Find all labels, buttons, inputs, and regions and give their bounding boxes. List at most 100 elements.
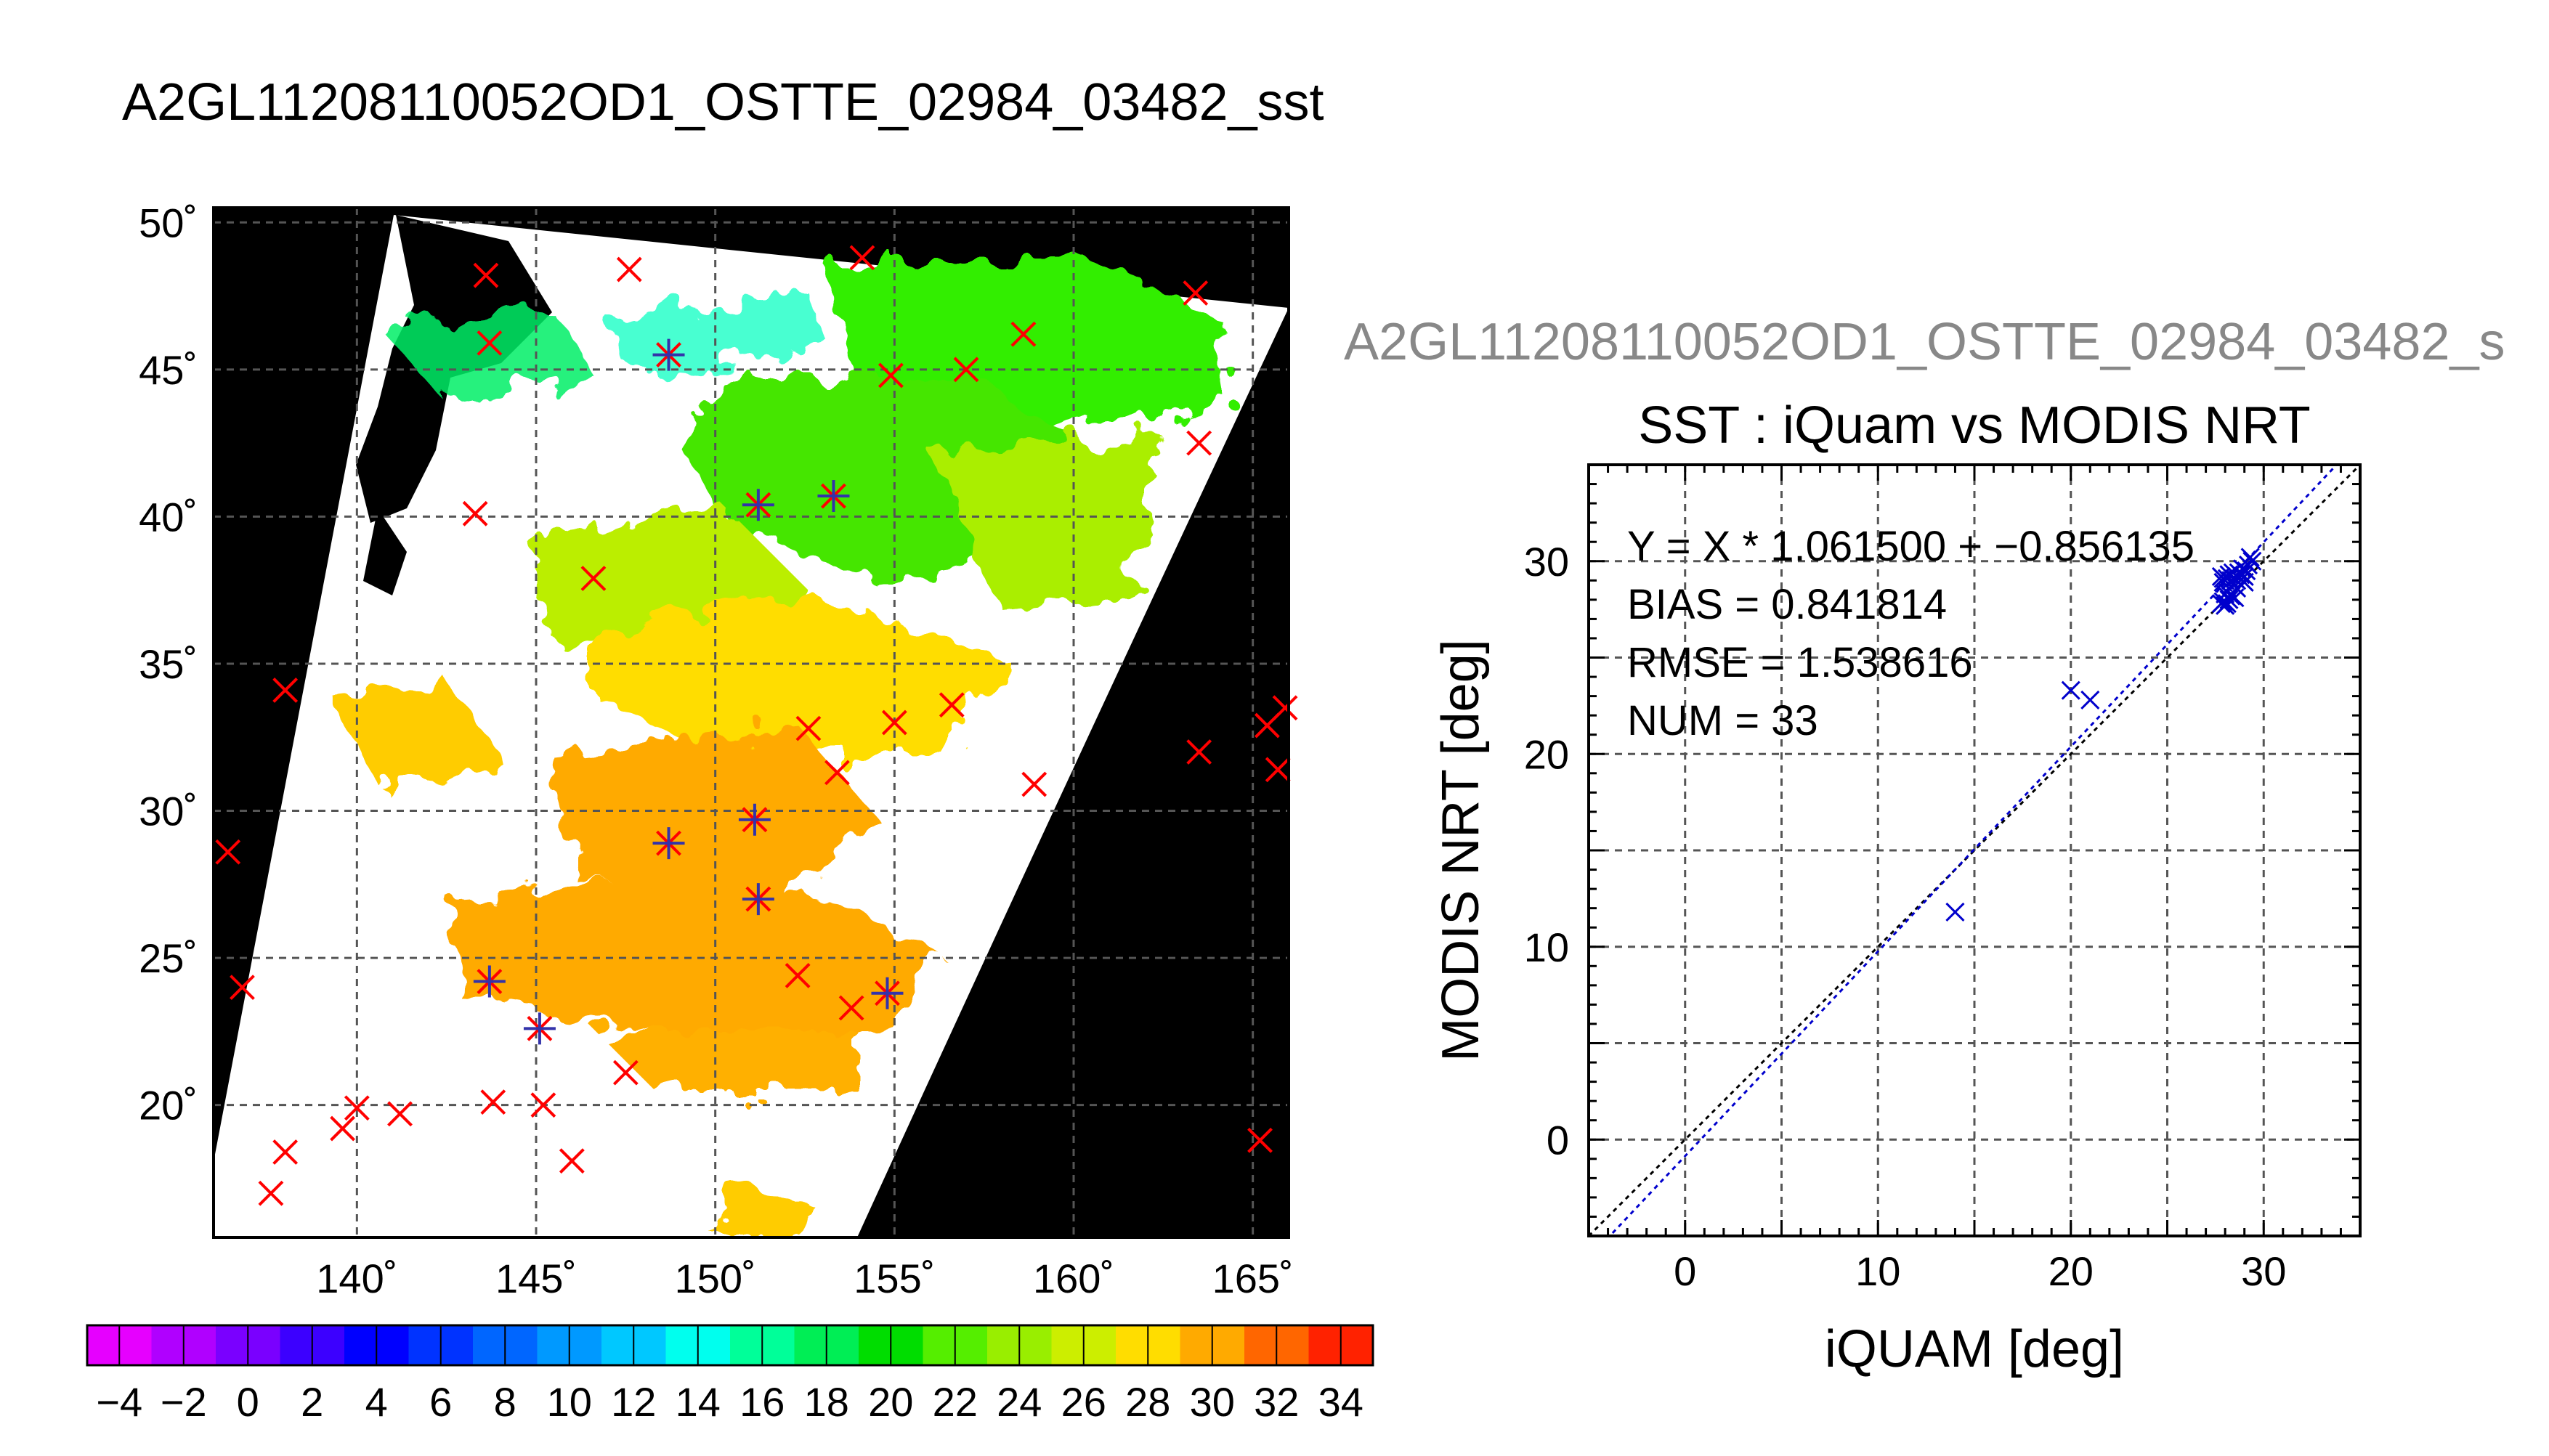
x-tick-label: 20 <box>2048 1248 2094 1294</box>
marker-stroke <box>878 362 904 389</box>
match-marker <box>785 963 811 988</box>
match-marker <box>272 678 299 703</box>
marker-stroke <box>1183 280 1209 306</box>
colorbar-label: 0 <box>237 1379 259 1425</box>
x-tick-label: 10 <box>1855 1248 1900 1294</box>
point-stroke <box>1945 902 1965 922</box>
marker-stroke <box>1186 739 1212 765</box>
y-axis-label: MODIS NRT [deg] <box>1432 639 1490 1062</box>
marker-stroke <box>939 692 965 718</box>
point-stroke <box>2061 680 2080 700</box>
match-marker <box>258 1180 284 1206</box>
y-tick-label: 20 <box>1524 731 1569 777</box>
y-tick-label: 10 <box>1524 924 1569 970</box>
point-stroke <box>2231 565 2250 585</box>
lon-tick-label: 140˚ <box>316 1256 397 1301</box>
match-marker <box>530 1092 556 1118</box>
match-marker <box>230 975 255 1001</box>
marker-stroke <box>838 995 864 1021</box>
colorbar-label: 20 <box>868 1379 913 1425</box>
colorbar-label: 26 <box>1061 1379 1106 1425</box>
colorbar-label: 30 <box>1190 1379 1235 1425</box>
scatter-point <box>2211 594 2231 614</box>
colorbar-label: 32 <box>1254 1379 1299 1425</box>
match-marker <box>953 357 979 383</box>
marker-stroke <box>1247 1127 1273 1153</box>
marker-stroke <box>824 760 850 786</box>
scatter-point <box>2213 569 2233 588</box>
match-marker <box>878 362 904 389</box>
match-marker <box>580 566 607 591</box>
match-marker <box>795 715 822 741</box>
marker-stroke <box>387 1101 413 1127</box>
colorbar-label: −4 <box>96 1379 142 1425</box>
scatter-point <box>2080 690 2100 709</box>
sst-map: 140˚ 145˚ 150˚ 155˚ 160˚ 165˚ 50˚ 45˚ 40˚ 35˚ 30˚… <box>139 200 1298 1301</box>
point-stroke <box>2211 594 2231 614</box>
y-tick-label: 0 <box>1547 1117 1569 1163</box>
stat-annotation: Y = X * 1.061500 + −0.856135 <box>1627 523 2195 570</box>
map-grid <box>214 208 1289 1237</box>
match-marker <box>1186 430 1212 456</box>
lon-tick-label: 150˚ <box>675 1256 756 1301</box>
marker-stroke <box>230 975 255 1001</box>
match-marker <box>1183 280 1209 306</box>
match-marker <box>1247 1127 1273 1153</box>
marker-stroke <box>272 678 299 703</box>
point-stroke <box>2234 566 2254 587</box>
marker-stroke <box>849 245 875 271</box>
lon-tick-label: 145˚ <box>495 1256 577 1301</box>
colorbar-label: 14 <box>676 1379 721 1425</box>
marker-stroke <box>580 566 607 591</box>
lat-tick-label: 50˚ <box>139 200 198 245</box>
marker-stroke <box>1010 321 1037 347</box>
scatter-points <box>1945 548 2262 922</box>
scatter-title: SST : iQuam vs MODIS NRT <box>1638 396 2311 455</box>
marker-stroke <box>477 330 503 356</box>
marker-stroke <box>530 1092 556 1118</box>
y-tick-label: 30 <box>1524 539 1569 585</box>
match-marker <box>330 1115 356 1142</box>
match-marker <box>387 1101 413 1127</box>
point-stroke <box>2225 588 2245 608</box>
lon-tick-label: 155˚ <box>854 1256 935 1301</box>
valid-star-marker <box>523 1012 556 1045</box>
match-marker <box>1021 771 1047 797</box>
valid-star-marker <box>742 489 774 521</box>
match-marker <box>480 1089 506 1115</box>
marker-stroke <box>1186 430 1212 456</box>
valid-star-marker <box>652 338 685 371</box>
match-marker <box>824 760 850 786</box>
lat-tick-label: 25˚ <box>139 935 198 981</box>
colorbar-label: 18 <box>804 1379 849 1425</box>
scatter-point <box>2234 566 2254 587</box>
point-stroke <box>2223 563 2242 582</box>
scatter-point <box>2242 551 2262 571</box>
valid-star-marker <box>473 965 506 998</box>
match-marker <box>1265 757 1291 783</box>
lat-tick-label: 40˚ <box>139 494 198 540</box>
marker-stroke <box>480 1089 506 1115</box>
colorbar-label: 34 <box>1318 1379 1363 1425</box>
colorbar-frame <box>86 1324 1374 1367</box>
lat-tick-label: 35˚ <box>139 641 198 687</box>
x-tick-label: 0 <box>1674 1248 1696 1294</box>
scatter-point <box>2225 588 2245 608</box>
point-stroke <box>2080 690 2100 709</box>
valid-star-marker <box>738 803 771 836</box>
colorbar-label: 16 <box>739 1379 785 1425</box>
figure-title: A2GL11208110052OD1_OSTTE_02984_03482_sst <box>122 73 1324 131</box>
marker-stroke <box>795 715 822 741</box>
match-marker <box>344 1095 370 1121</box>
colorbar-label: 2 <box>301 1379 323 1425</box>
scatter-ticks: 0 10 20 30 0 10 20 30 <box>1524 463 2362 1294</box>
valid-star-marker <box>817 480 850 513</box>
marker-stroke <box>1265 757 1291 783</box>
match-marker <box>1186 739 1212 765</box>
scatter-point <box>2231 565 2250 585</box>
match-marker <box>1010 321 1037 347</box>
scatter-point <box>2061 680 2080 700</box>
marker-stroke <box>953 357 979 383</box>
